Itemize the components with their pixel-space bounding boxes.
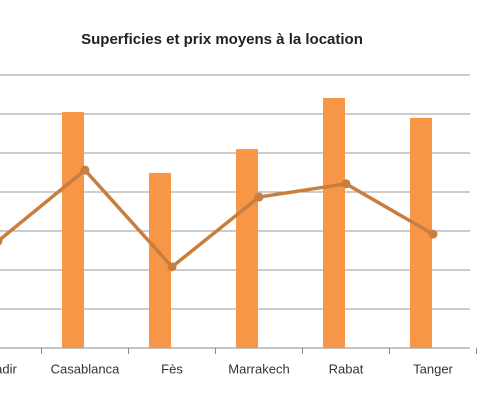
- x-tick-label: Agadir: [0, 361, 17, 376]
- line: [0, 168, 434, 269]
- x-tick-label: Casablanca: [51, 361, 120, 376]
- x-tick-label: Marrakech: [228, 361, 289, 376]
- bar: [323, 98, 345, 348]
- x-tick-label: Fès: [161, 361, 183, 376]
- point: [341, 179, 351, 189]
- chart-title: Superficies et prix moyens à la location: [81, 31, 363, 48]
- bar: [410, 117, 432, 349]
- point: [0, 237, 3, 246]
- bar: [236, 149, 258, 348]
- point: [80, 165, 90, 175]
- bar: [62, 112, 84, 348]
- x-tick-label: Tanger: [413, 361, 453, 376]
- bar: [149, 172, 171, 348]
- point: [428, 229, 438, 239]
- point: [167, 262, 177, 272]
- point: [254, 192, 264, 202]
- x-tick-label: Rabat: [329, 361, 364, 376]
